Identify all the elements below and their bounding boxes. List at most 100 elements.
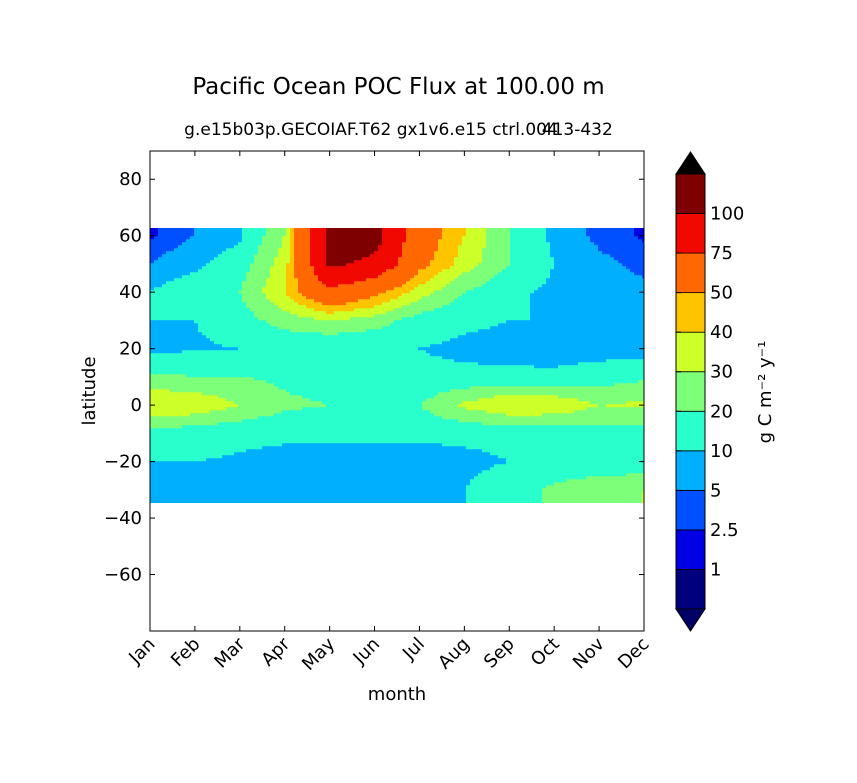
field-cell xyxy=(518,228,523,231)
field-cell xyxy=(334,296,339,300)
field-cell xyxy=(426,308,431,312)
field-cell xyxy=(182,314,187,318)
field-cell xyxy=(482,290,487,294)
field-cell xyxy=(506,248,511,252)
field-cell xyxy=(550,272,555,276)
field-cell xyxy=(582,284,587,288)
field-cell xyxy=(390,305,395,309)
field-cell xyxy=(294,245,299,249)
field-cell xyxy=(254,308,259,312)
field-cell xyxy=(222,233,227,237)
field-cell xyxy=(562,272,567,276)
field-cell xyxy=(486,284,491,288)
field-cell xyxy=(230,228,235,231)
field-cell xyxy=(162,239,167,243)
field-cell xyxy=(174,344,179,348)
field-cell xyxy=(434,275,439,279)
field-cell xyxy=(198,263,203,267)
field-cell xyxy=(546,263,551,267)
field-cell xyxy=(290,305,295,309)
field-cell xyxy=(210,335,215,339)
field-cell xyxy=(482,236,487,240)
field-cell xyxy=(582,251,587,255)
field-cell xyxy=(638,308,643,312)
field-cell xyxy=(238,341,243,345)
field-cell xyxy=(294,239,299,243)
field-cell xyxy=(586,236,591,240)
field-cell xyxy=(246,284,251,288)
field-cell xyxy=(334,263,339,267)
field-cell xyxy=(390,242,395,246)
field-cell xyxy=(506,272,511,276)
field-cell xyxy=(386,305,391,309)
field-cell xyxy=(170,299,175,303)
field-cell xyxy=(418,228,423,231)
field-cell xyxy=(334,335,339,339)
field-cell xyxy=(282,329,287,333)
field-cell xyxy=(270,275,275,279)
field-cell xyxy=(466,320,471,324)
field-cell xyxy=(634,335,639,339)
field-cell xyxy=(178,239,183,243)
field-cell xyxy=(494,228,499,231)
field-cell xyxy=(530,248,535,252)
field-cell xyxy=(190,239,195,243)
field-cell xyxy=(402,230,407,234)
field-cell xyxy=(206,251,211,255)
field-cell xyxy=(566,344,571,348)
field-cell xyxy=(374,278,379,282)
field-cell xyxy=(258,260,263,264)
field-cell xyxy=(362,236,367,240)
field-cell xyxy=(614,344,619,348)
field-cell xyxy=(366,278,371,282)
field-cell xyxy=(170,305,175,309)
field-cell xyxy=(334,290,339,294)
field-cell xyxy=(170,266,175,270)
field-cell xyxy=(414,332,419,336)
field-cell xyxy=(394,311,399,315)
field-cell xyxy=(382,269,387,273)
field-cell xyxy=(198,308,203,312)
field-cell xyxy=(346,341,351,345)
field-cell xyxy=(174,228,179,231)
field-cell xyxy=(490,269,495,273)
field-cell xyxy=(250,290,255,294)
field-cell xyxy=(186,284,191,288)
field-cell xyxy=(546,272,551,276)
field-cell xyxy=(366,230,371,234)
field-cell xyxy=(546,296,551,300)
field-cell xyxy=(462,260,467,264)
field-cell xyxy=(454,239,459,243)
field-cell xyxy=(622,242,627,246)
field-cell xyxy=(258,254,263,258)
field-cell xyxy=(258,278,263,282)
field-cell xyxy=(534,257,539,261)
field-cell xyxy=(358,341,363,345)
field-cell xyxy=(162,233,167,237)
field-cell xyxy=(222,317,227,321)
field-cell xyxy=(554,260,559,264)
field-cell xyxy=(390,329,395,333)
field-cell xyxy=(346,305,351,309)
field-cell xyxy=(178,341,183,345)
field-cell xyxy=(642,228,644,231)
field-cell xyxy=(262,323,267,327)
field-cell xyxy=(558,254,563,258)
field-cell xyxy=(286,341,291,345)
field-cell xyxy=(182,332,187,336)
field-cell xyxy=(378,251,383,255)
field-cell xyxy=(342,228,347,231)
field-cell xyxy=(514,329,519,333)
field-cell xyxy=(154,344,159,348)
field-cell xyxy=(246,260,251,264)
field-cell xyxy=(626,254,631,258)
field-cell xyxy=(498,269,503,273)
field-cell xyxy=(554,335,559,339)
field-cell xyxy=(310,266,315,270)
field-cell xyxy=(434,299,439,303)
field-cell xyxy=(554,344,559,348)
field-cell xyxy=(634,293,639,297)
field-cell xyxy=(514,260,519,264)
field-cell xyxy=(590,320,595,324)
field-cell xyxy=(522,266,527,270)
